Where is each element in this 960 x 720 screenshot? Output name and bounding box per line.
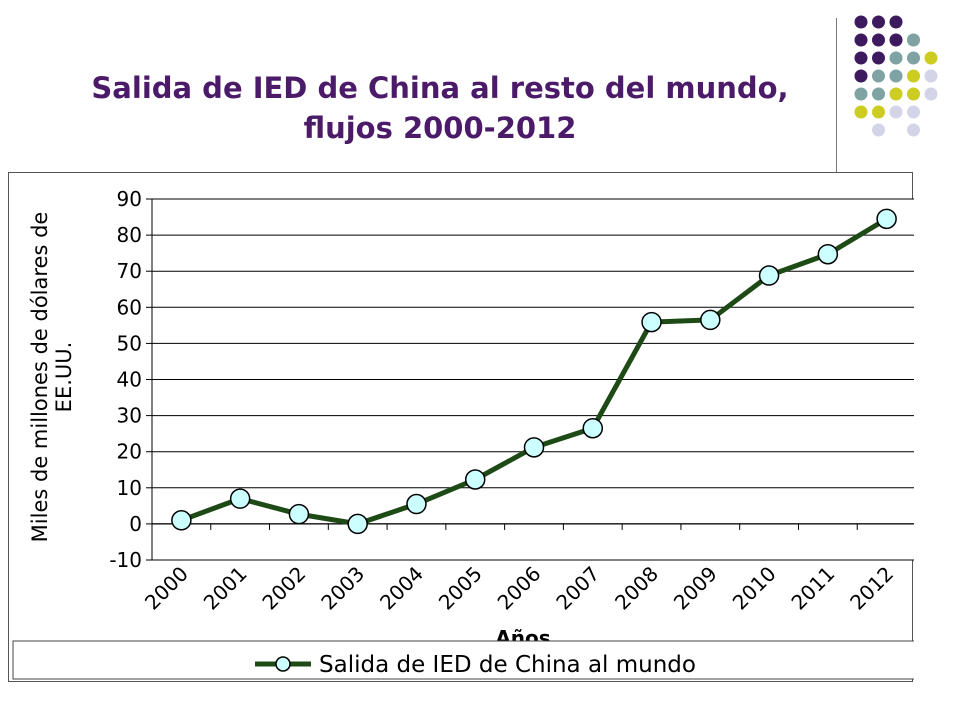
data-point xyxy=(464,469,486,490)
y-axis-title-line-1: Miles de millones de dólares de xyxy=(28,212,52,543)
data-point xyxy=(700,309,721,331)
x-tick-label: 2011 xyxy=(786,562,839,615)
data-point xyxy=(229,488,251,509)
data-point xyxy=(758,265,780,286)
data-point xyxy=(817,243,839,265)
y-tick-label: 70 xyxy=(117,259,142,283)
data-point xyxy=(171,510,192,531)
x-tick-label: 2008 xyxy=(610,562,663,615)
decorative-dot xyxy=(889,87,903,101)
x-tick-label: 2009 xyxy=(669,562,722,615)
legend: Salida de IED de China al mundo xyxy=(12,640,914,680)
x-tick-label: 2010 xyxy=(728,562,781,615)
y-tick-label: -10 xyxy=(109,548,142,572)
decorative-dot xyxy=(889,51,903,65)
decorative-dot xyxy=(872,69,885,83)
decorative-dot xyxy=(889,15,903,29)
x-tick-label: 2004 xyxy=(375,562,428,615)
legend-marker-swatch xyxy=(275,656,291,672)
decorative-dot xyxy=(872,33,885,47)
decorative-dot xyxy=(872,123,885,137)
y-tick-label: 40 xyxy=(117,368,142,392)
data-point xyxy=(406,493,427,515)
chart-container: -10 0 10 20 30 40 50 60 70 80 90 2000 2001 2002 2003 2… xyxy=(8,172,914,682)
x-tick-label: 2001 xyxy=(199,562,252,615)
decorative-dot xyxy=(907,69,920,83)
y-tick-label: 90 xyxy=(117,187,142,211)
decorative-dot xyxy=(889,105,903,119)
x-tick-label: 2003 xyxy=(316,562,369,615)
data-point xyxy=(347,513,368,535)
decorative-dot xyxy=(907,33,920,47)
decorative-dot xyxy=(854,33,868,47)
decorative-dot xyxy=(924,51,938,65)
data-point xyxy=(876,208,897,230)
data-point xyxy=(582,417,604,439)
slide-title-line-2: flujos 2000-2012 xyxy=(303,111,577,145)
y-tick-label: 0 xyxy=(129,512,142,536)
x-tick-label: 2002 xyxy=(257,562,310,615)
data-point xyxy=(641,311,662,333)
y-axis-title-line-2: EE.UU. xyxy=(52,342,76,413)
decorative-dot xyxy=(924,69,938,83)
decorative-dot xyxy=(872,51,885,65)
legend-label: Salida de IED de China al mundo xyxy=(319,652,696,678)
x-tick-label: 2006 xyxy=(493,562,546,615)
decorative-dot xyxy=(889,69,903,83)
data-point xyxy=(523,437,545,458)
decorative-dot xyxy=(924,87,938,101)
x-tick-label: 2012 xyxy=(845,562,898,615)
decorative-dot xyxy=(907,87,920,101)
decorative-dot xyxy=(854,87,868,101)
decorative-dot xyxy=(907,105,920,119)
decorative-dot xyxy=(854,69,868,83)
decorative-divider xyxy=(836,18,837,176)
legend-box xyxy=(12,640,914,680)
y-tick-label: 50 xyxy=(117,331,142,355)
y-tick-label: 30 xyxy=(117,404,142,428)
data-point xyxy=(288,503,310,525)
x-tick-label: 2005 xyxy=(434,562,487,615)
decorative-dot xyxy=(872,105,885,119)
y-tick-label: 10 xyxy=(117,476,142,500)
decorative-dot xyxy=(854,51,868,65)
decorative-dot xyxy=(854,105,868,119)
x-tick-label: 2007 xyxy=(551,562,604,615)
slide-title: Salida de IED de China al resto del mund… xyxy=(40,68,840,148)
y-tick-label: 20 xyxy=(117,440,142,464)
x-tick-label: 2000 xyxy=(140,562,193,615)
decorative-dot xyxy=(872,15,885,29)
y-tick-label: 60 xyxy=(117,295,142,319)
y-tick-label: 80 xyxy=(117,223,142,247)
decorative-dot xyxy=(907,51,920,65)
decorative-dot xyxy=(907,123,920,137)
decorative-dot xyxy=(872,87,885,101)
decorative-dot xyxy=(889,33,903,47)
decorative-dot xyxy=(854,15,868,29)
slide-title-line-1: Salida de IED de China al resto del mund… xyxy=(91,71,789,105)
